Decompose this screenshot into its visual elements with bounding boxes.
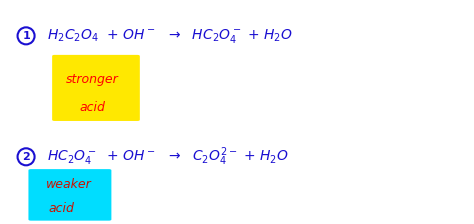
Text: 1: 1: [22, 31, 30, 41]
Text: $H_2C_2O_4$  + $OH^-$  $\rightarrow$  $HC_2O_4^-$ + $H_2O$: $H_2C_2O_4$ + $OH^-$ $\rightarrow$ $HC_2…: [47, 27, 293, 45]
Text: weaker: weaker: [46, 178, 91, 191]
FancyBboxPatch shape: [28, 169, 111, 221]
Text: acid: acid: [49, 202, 74, 215]
Text: stronger: stronger: [66, 73, 119, 86]
Text: 2: 2: [22, 152, 30, 162]
Text: acid: acid: [80, 101, 105, 114]
Text: $HC_2O_4^-$  + $OH^-$  $\rightarrow$  $C_2O_4^{2-}$ + $H_2O$: $HC_2O_4^-$ + $OH^-$ $\rightarrow$ $C_2O…: [47, 146, 289, 168]
FancyBboxPatch shape: [52, 55, 140, 121]
